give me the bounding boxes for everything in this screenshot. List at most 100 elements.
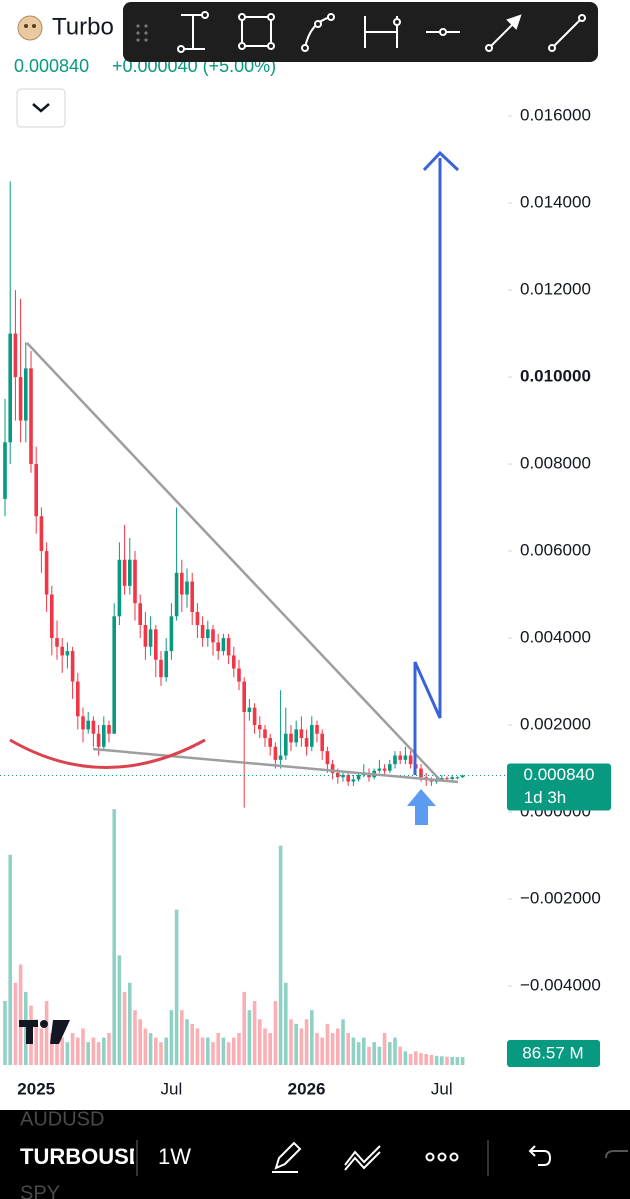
collapse-button[interactable]	[16, 88, 66, 128]
candle-body	[138, 603, 142, 625]
volume-bar	[226, 1042, 231, 1065]
candle-body	[180, 572, 184, 595]
x-tick-label: 2026	[288, 1079, 326, 1098]
volume-bar	[18, 964, 23, 1065]
draw-button[interactable]	[272, 1141, 302, 1173]
logo-part	[26, 1020, 33, 1044]
volume-bar	[445, 1056, 449, 1065]
undo-button[interactable]	[528, 1145, 552, 1166]
y-tick-label: 0.006000	[520, 541, 591, 560]
volume-bar	[294, 1023, 298, 1065]
volume-bar	[112, 809, 116, 1065]
horizontal-line-tool[interactable]	[426, 28, 460, 36]
volume-bar	[325, 1023, 330, 1065]
indicators-button[interactable]	[344, 1145, 381, 1171]
icon-arrowhead	[506, 14, 522, 30]
arrow-tool[interactable]	[485, 14, 522, 52]
volume-bar	[148, 1033, 153, 1065]
drag-handle[interactable]	[136, 24, 148, 42]
dot	[136, 31, 140, 35]
drawings	[9, 150, 460, 825]
volume-bar	[403, 1051, 408, 1065]
candle-body	[211, 629, 215, 643]
volume-bar	[50, 1033, 54, 1065]
interval-selector[interactable]: 1W	[158, 1144, 191, 1169]
icon-node	[548, 44, 556, 52]
volume-bar	[284, 982, 288, 1065]
candle-body	[112, 616, 116, 734]
volume-bar	[440, 1056, 444, 1065]
dot	[144, 24, 148, 28]
volume-bar	[419, 1053, 423, 1065]
path-tool[interactable]	[301, 13, 335, 52]
volume-bar	[263, 1028, 267, 1065]
volume-bar	[81, 1028, 85, 1065]
volume-bar	[8, 854, 12, 1065]
volume-bar	[76, 1037, 80, 1065]
candle-body	[200, 624, 205, 639]
candle-body	[60, 646, 64, 656]
toolbar-bg	[123, 2, 598, 62]
candle-body	[148, 629, 153, 647]
volume-bar	[3, 1001, 7, 1065]
candle-body	[174, 572, 179, 617]
volume-bars	[3, 809, 465, 1065]
volume-bar	[341, 1019, 345, 1065]
volume-bar	[221, 1037, 226, 1065]
candle-body	[330, 764, 335, 773]
volume-bar	[424, 1054, 428, 1065]
volume-bar	[102, 1037, 106, 1065]
dot	[437, 1152, 447, 1162]
more-button[interactable]	[425, 1152, 459, 1162]
arrow-head	[422, 150, 460, 172]
redo-button[interactable]	[605, 1150, 628, 1159]
icon-node	[177, 45, 185, 53]
candle-body	[86, 720, 90, 730]
symbol-option[interactable]: AUDUSD	[20, 1108, 104, 1130]
icon-node	[267, 13, 275, 21]
volume-bar	[356, 1042, 361, 1065]
volume-bar	[211, 1042, 215, 1065]
candle-body	[419, 768, 423, 778]
wave-icon	[344, 1145, 381, 1166]
symbol-selector[interactable]: TURBOUSD	[20, 1144, 145, 1169]
candle-body	[102, 725, 106, 747]
volume-bar	[429, 1054, 434, 1065]
volume-bar	[138, 1019, 142, 1065]
x-tick-label: 2025	[17, 1079, 55, 1098]
candle-body	[278, 755, 283, 760]
icon-node	[238, 13, 246, 21]
logo-eye	[32, 24, 36, 28]
x-tick-label: Jul	[161, 1079, 183, 1098]
candle-body	[50, 594, 54, 639]
trend-line	[92, 747, 459, 784]
candle-body	[206, 629, 210, 639]
volume-bar	[408, 1054, 413, 1065]
candle-body	[232, 655, 236, 669]
trend-line-tool[interactable]	[548, 14, 586, 52]
volume-bar	[258, 1019, 262, 1065]
price-range-tool[interactable]	[177, 11, 209, 53]
candle-body	[299, 729, 304, 739]
logo-eye	[24, 24, 28, 28]
redo-icon	[605, 1150, 628, 1159]
volume-bar	[268, 1033, 272, 1065]
symbol-logo	[17, 15, 43, 41]
volume-bar	[143, 1028, 148, 1065]
dot	[136, 24, 140, 28]
candle-body	[310, 725, 314, 747]
volume-bar	[351, 1037, 356, 1065]
icon-node	[393, 18, 401, 26]
rectangle-tool[interactable]	[238, 13, 275, 50]
date-range-tool[interactable]	[364, 16, 401, 48]
candle-body	[351, 779, 356, 782]
candle-body	[273, 746, 278, 760]
candle-body	[247, 707, 252, 712]
candle-body	[169, 616, 174, 652]
symbol-option[interactable]: SPY	[20, 1182, 60, 1199]
dot	[136, 38, 140, 42]
candle-body	[164, 651, 168, 678]
volume-bar	[320, 1037, 324, 1065]
candle-body	[8, 333, 12, 443]
